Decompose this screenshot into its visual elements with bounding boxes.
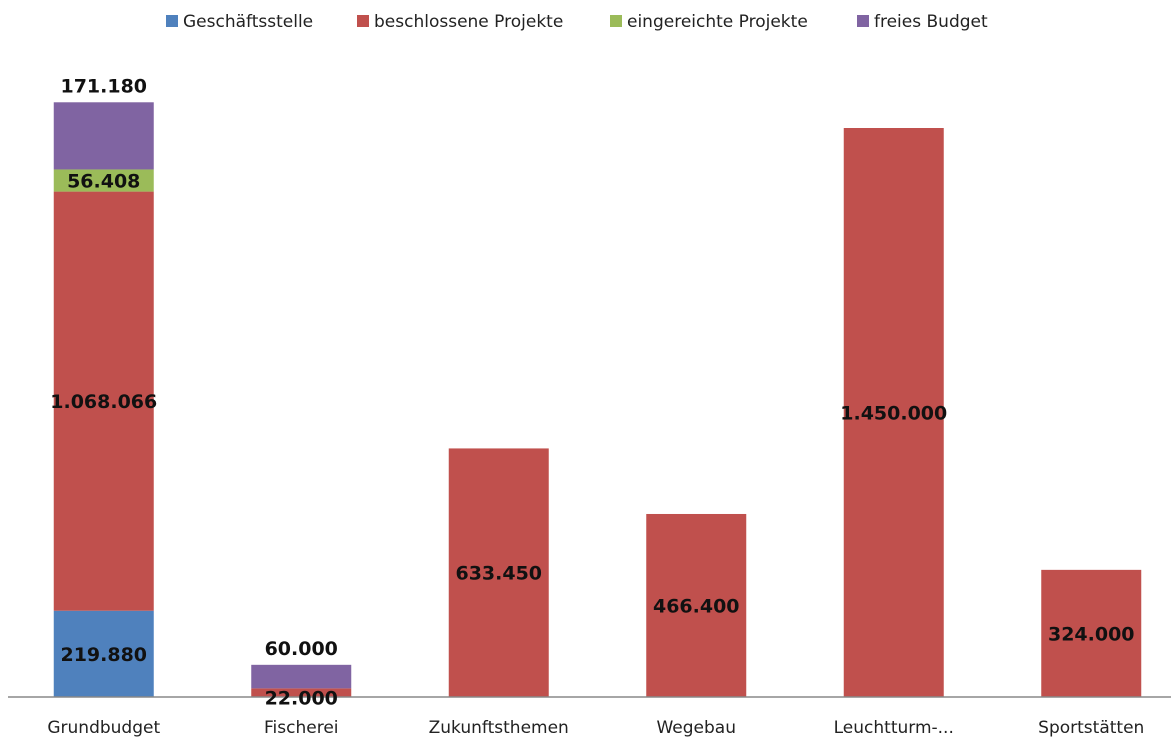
chart-legend: Geschäftsstelle beschlossene Projekte eing…: [166, 12, 988, 32]
legend-swatch: [857, 15, 869, 27]
bar-segment: [53, 191, 154, 611]
legend-swatch: [357, 15, 369, 27]
data-label: 56.408: [67, 171, 140, 193]
x-tick-label: Sportstätten: [1038, 718, 1144, 737]
data-label: 1.450.000: [840, 403, 947, 425]
legend-swatch: [610, 15, 622, 27]
data-label: 60.000: [265, 638, 338, 660]
x-tick-label: Leuchtturm-...: [834, 718, 954, 737]
bar-segment: [1041, 569, 1142, 697]
legend-label: beschlossene Projekte: [374, 12, 563, 32]
data-labels: 219.880 1.068.066 56.408 171.180 22.000 60.00…: [50, 75, 1134, 709]
bar-stacks: [53, 102, 1142, 697]
bar-segment: [53, 610, 154, 697]
legend-label: eingereichte Projekte: [627, 12, 808, 32]
bar-segment: [53, 102, 154, 170]
data-label: 466.400: [653, 595, 740, 617]
x-tick-labels: Grundbudget Fischerei Zukunftsthemen Wegeba…: [47, 718, 1144, 737]
bar-segment: [251, 688, 352, 697]
data-label: 1.068.066: [50, 391, 157, 413]
bar-segment: [53, 169, 154, 192]
bar-segment: [251, 664, 352, 689]
bar-segment: [843, 128, 944, 697]
x-tick-label: Wegebau: [656, 718, 736, 737]
legend-swatch: [166, 15, 178, 27]
data-label: 22.000: [265, 687, 338, 709]
data-label: 219.880: [60, 644, 147, 666]
bar-segment: [448, 448, 549, 697]
x-tick-label: Grundbudget: [47, 718, 160, 737]
legend-label: freies Budget: [874, 12, 988, 32]
data-label: 633.450: [455, 563, 542, 585]
x-tick-label: Zukunftsthemen: [429, 718, 569, 737]
data-label: 324.000: [1048, 623, 1135, 645]
x-tick-label: Fischerei: [264, 718, 339, 737]
legend-label: Geschäftsstelle: [183, 12, 313, 32]
bar-segment: [646, 513, 747, 697]
data-label: 171.180: [60, 75, 147, 97]
